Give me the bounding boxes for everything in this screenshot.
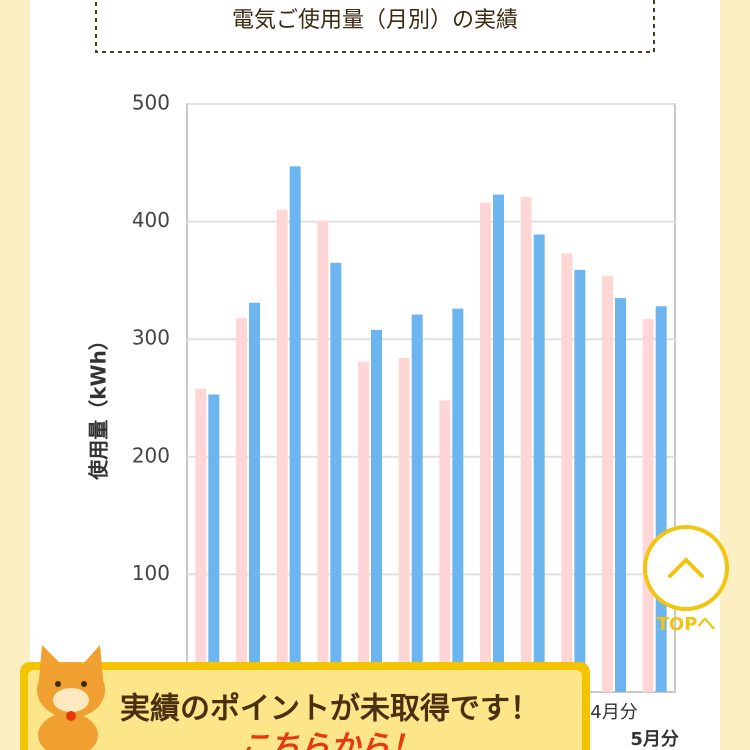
cat-eye bbox=[81, 681, 87, 687]
bar bbox=[236, 318, 247, 692]
y-axis-label: 使用量（kWh） bbox=[87, 330, 111, 481]
chart: 100 200 300 400 500 4月分 5月分 bbox=[132, 91, 679, 750]
y-tick-label: 100 bbox=[132, 561, 170, 585]
x-tick-label: 4月分 bbox=[590, 702, 637, 723]
banner[interactable]: 実績のポイントが未取得です！ こちらから！ bbox=[20, 645, 590, 750]
y-tick-label: 500 bbox=[132, 91, 170, 115]
bar bbox=[289, 166, 301, 692]
chart-title: 電気ご使用量（月別）の実績 bbox=[232, 8, 518, 33]
bar bbox=[642, 319, 654, 692]
bar bbox=[249, 302, 260, 692]
bar bbox=[493, 194, 504, 692]
bar bbox=[371, 329, 382, 692]
cat-body bbox=[38, 713, 98, 750]
banner-link[interactable]: こちらから！ bbox=[240, 730, 420, 750]
top-button[interactable]: TOPへ bbox=[643, 525, 729, 635]
cat-muzzle bbox=[53, 688, 89, 712]
bar bbox=[208, 394, 220, 692]
title-box bbox=[95, 0, 655, 53]
bar bbox=[574, 269, 586, 692]
bar bbox=[533, 234, 545, 692]
top-button-label[interactable]: TOPへ bbox=[657, 614, 716, 635]
bar bbox=[452, 308, 464, 692]
banner-message[interactable]: 実績のポイントが未取得です！ bbox=[120, 692, 540, 727]
bar bbox=[411, 314, 423, 692]
bar bbox=[602, 275, 613, 692]
x-tick-label: 5月分 bbox=[630, 729, 679, 750]
bar bbox=[398, 358, 410, 692]
bar bbox=[615, 298, 626, 692]
bar bbox=[480, 202, 491, 692]
cat-eye bbox=[55, 681, 61, 687]
cat-icon bbox=[37, 645, 105, 750]
bar bbox=[520, 196, 532, 693]
bar bbox=[330, 262, 342, 692]
cat-bell bbox=[66, 711, 76, 721]
banner-inner bbox=[28, 670, 582, 750]
bar bbox=[195, 388, 207, 692]
bar bbox=[439, 400, 451, 692]
bar bbox=[561, 253, 573, 693]
bar bbox=[317, 220, 329, 692]
bar bbox=[655, 306, 667, 692]
bar bbox=[358, 361, 369, 692]
y-tick-label: 200 bbox=[132, 443, 170, 467]
top-chevron bbox=[668, 557, 704, 578]
y-tick-label: 400 bbox=[132, 208, 170, 232]
top-button-circle[interactable] bbox=[643, 525, 729, 611]
bar bbox=[276, 209, 288, 692]
y-tick-label: 300 bbox=[132, 326, 170, 350]
